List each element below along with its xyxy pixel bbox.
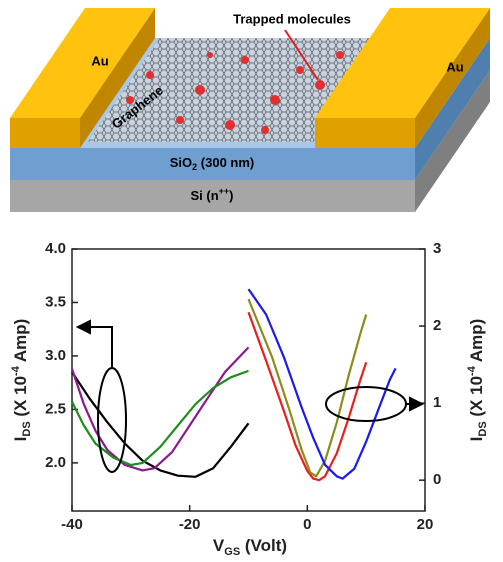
label-sub: DS [477,421,489,436]
right-group-ellipse [325,386,407,422]
label-sub: DS [21,421,33,436]
label-part: I [11,437,30,442]
molecule-pointer [284,29,319,81]
molecules-label: Trapped molecules [233,11,351,26]
au-left-top [10,8,155,118]
label-part: (Volt) [240,536,287,555]
left-arrow [86,326,113,368]
x-tick-label: 0 [303,516,311,533]
molecules [126,51,344,134]
oxide-side [415,38,490,180]
label-part: Amp) [467,319,486,367]
y2-tick-label: 3 [433,240,441,257]
plot: -40 -20 0 20 2.0 2.5 3.0 3.5 4.0 0 1 2 3 [45,240,441,533]
x-tick-label: -20 [179,516,201,533]
au-label: Au [91,53,108,68]
y2-tick-label: 2 [433,317,441,334]
device-schematic: Au Au Trapped molecules Graphene SiO2 (3… [10,8,490,212]
si-front [10,180,415,212]
data-line [71,371,250,478]
label-part: Si (n [190,188,218,203]
annotations [75,319,425,473]
au-left-front [10,118,80,148]
au-right-top [315,8,490,118]
x-tick-label: 20 [417,516,434,533]
label-sup: ++ [219,186,230,196]
au-right-side [415,8,490,148]
oxide-front [10,148,415,180]
label-part: (300 nm) [197,155,254,170]
y-tick-label: 2.0 [45,454,66,471]
label-part: V [213,536,225,555]
y-tick-label: 3.0 [45,347,66,364]
data-line [247,298,368,478]
label-part: (X 10 [11,376,30,421]
y2-axis-label: IDS (X 10-4 Amp) [466,319,489,442]
label-part: Amp) [11,319,30,367]
y-tick-label: 3.5 [45,293,66,310]
substrate-label: Si (n++) [190,186,233,203]
label-part: I [467,437,486,442]
au-right-front [315,118,415,148]
data-line [247,288,397,480]
y-tick-label: 2.5 [45,400,66,417]
data-line [247,311,368,482]
y-tick-label: 4.0 [45,240,66,257]
label-sub: 2 [192,162,197,172]
label-sup: -4 [466,365,478,376]
plot-frame [71,248,426,512]
label-part: (X 10 [467,376,486,421]
right-arrowhead [409,396,425,412]
au-label: Au [446,59,463,74]
data-line [71,369,249,467]
left-arrowhead [75,319,91,335]
si-side [415,70,490,212]
label-sub: GS [224,546,240,558]
y-axis-label: IDS (X 10-4 Amp) [10,319,33,442]
au-left-side [80,8,155,148]
oxide-label: SiO2 (300 nm) [170,155,255,172]
label-sup: -4 [10,365,22,376]
y2-tick-label: 0 [433,471,441,488]
x-axis-label: VGS (Volt) [213,536,287,557]
y2-tick-label: 1 [433,394,441,411]
data-line [70,346,250,472]
x-tick-label: -40 [61,516,83,533]
label-part: ) [229,188,233,203]
label-part: SiO [170,155,192,170]
